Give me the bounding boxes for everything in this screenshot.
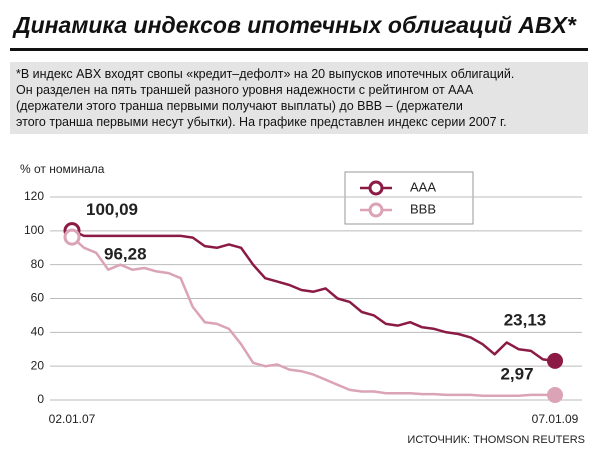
title-rule [10, 48, 588, 51]
end-marker [547, 386, 563, 403]
source: ИСТОЧНИК: THOMSON REUTERS [407, 434, 585, 446]
value-label: 96,28 [104, 245, 147, 264]
note-line: Он разделен на пять траншей разного уров… [16, 83, 474, 97]
start-marker [63, 228, 81, 246]
line [71, 236, 556, 398]
legend-label: BBB [410, 201, 436, 216]
note-line: этого транша первыми несут убытки). На г… [16, 115, 507, 129]
x-tick-label: 02.01.07 [49, 412, 96, 426]
value-label: 2,97 [500, 364, 533, 383]
legend-marker [368, 202, 384, 218]
note: *В индекс ABX входят свопы «кредит–дефол… [10, 62, 588, 134]
legend-label: AAA [410, 179, 436, 194]
x-tick-label: 07.01.09 [532, 412, 579, 426]
line [71, 229, 556, 363]
y-tick-label: 0 [37, 392, 44, 406]
legend-box [344, 171, 474, 225]
chart-title: Динамика индексов ипотечных облигаций AB… [14, 12, 576, 38]
y-axis-label: % от номинала [20, 162, 105, 176]
value-label: 23,13 [504, 310, 547, 329]
legend-marker [368, 180, 384, 196]
y-tick-label: 60 [31, 291, 45, 305]
y-tick-label: 20 [31, 358, 45, 372]
y-tick-label: 40 [31, 325, 45, 339]
value-label: 100,09 [86, 200, 138, 219]
y-tick-label: 120 [24, 189, 44, 203]
note-line: *В индекс ABX входят свопы «кредит–дефол… [16, 67, 515, 81]
end-marker [547, 352, 563, 369]
y-tick-label: 80 [31, 257, 45, 271]
y-tick-label: 100 [24, 223, 44, 237]
note-line: (держатели этого транша первыми получают… [16, 99, 463, 113]
